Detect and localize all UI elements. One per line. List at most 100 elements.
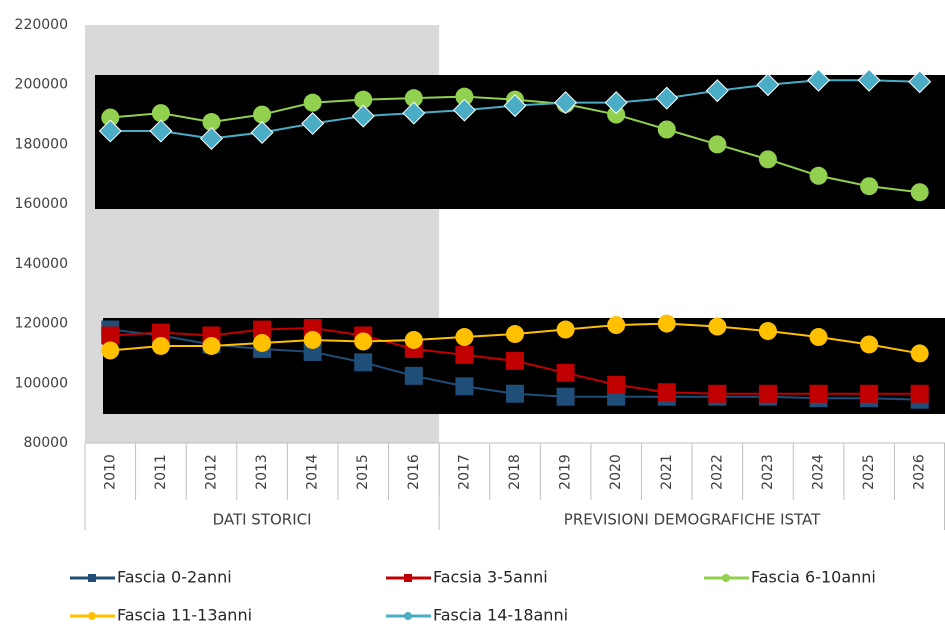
marker (556, 363, 575, 382)
marker (554, 91, 578, 115)
marker (151, 336, 170, 355)
marker (708, 317, 727, 336)
marker (301, 112, 325, 136)
marker (250, 120, 274, 144)
marker (657, 314, 676, 333)
marker (151, 104, 170, 123)
x-tick-label: 2025 (861, 454, 877, 490)
legend-label: Fascia 0-2anni (117, 568, 232, 587)
marker (452, 98, 476, 122)
marker (506, 351, 524, 370)
marker (807, 68, 831, 92)
marker (809, 384, 828, 403)
marker (101, 108, 120, 127)
marker (607, 375, 626, 394)
marker (404, 612, 412, 620)
marker (604, 91, 628, 115)
marker (657, 383, 676, 402)
marker (722, 574, 730, 582)
marker (860, 177, 879, 196)
x-tick-label: 2010 (102, 454, 118, 490)
marker (404, 330, 423, 349)
marker (758, 384, 777, 403)
marker (908, 70, 932, 94)
marker (404, 574, 412, 582)
marker (303, 93, 322, 112)
marker (101, 341, 120, 360)
legend-label: Facsia 3-5anni (433, 568, 548, 587)
y-tick-label: 140000 (15, 256, 68, 272)
marker (88, 574, 96, 582)
marker (758, 150, 777, 169)
y-tick-label: 180000 (15, 136, 68, 152)
marker (354, 90, 373, 109)
marker (655, 86, 679, 110)
marker (657, 120, 676, 139)
marker (756, 73, 780, 97)
marker (607, 105, 626, 124)
marker (202, 336, 221, 355)
group-label: DATI STORICI (213, 511, 312, 529)
marker (860, 335, 879, 354)
marker (303, 330, 322, 349)
x-tick-label: 2015 (355, 454, 371, 490)
x-tick-label: 2021 (659, 454, 675, 490)
marker (253, 105, 272, 124)
x-tick-label: 2026 (912, 454, 928, 490)
marker (253, 333, 272, 352)
marker (607, 316, 626, 335)
marker (151, 323, 170, 342)
y-tick-label: 160000 (15, 196, 68, 212)
y-tick-label: 120000 (15, 316, 68, 332)
x-tick-label: 2011 (153, 454, 169, 490)
x-tick-label: 2019 (558, 454, 574, 490)
x-tick-label: 2012 (203, 454, 219, 490)
x-tick-label: 2022 (709, 454, 725, 490)
marker (455, 377, 474, 396)
marker (404, 366, 423, 385)
marker (758, 322, 777, 341)
marker (708, 384, 727, 403)
x-tick-label: 2013 (254, 454, 270, 490)
x-tick-label: 2018 (507, 454, 523, 490)
marker (910, 344, 929, 363)
marker (910, 183, 929, 202)
marker (455, 345, 474, 364)
x-tick-label: 2023 (760, 454, 776, 490)
marker (455, 87, 474, 106)
marker (705, 79, 729, 103)
marker (354, 353, 373, 372)
marker (351, 104, 375, 128)
marker (253, 320, 272, 339)
marker (88, 612, 96, 620)
marker (98, 119, 122, 143)
legend-label: Fascia 14-18anni (433, 606, 568, 625)
marker (404, 89, 423, 108)
marker (809, 328, 828, 347)
marker (857, 68, 881, 92)
x-tick-label: 2017 (456, 454, 472, 490)
group-label: PREVISIONI DEMOGRAFICHE ISTAT (564, 511, 821, 529)
marker (202, 113, 221, 132)
marker (506, 384, 524, 403)
y-tick-label: 220000 (15, 17, 68, 33)
x-tick-label: 2024 (811, 454, 827, 490)
y-tick-label: 200000 (15, 77, 68, 93)
marker (506, 325, 524, 344)
marker (402, 101, 426, 125)
y-tick-label: 100000 (15, 375, 68, 391)
marker (860, 384, 879, 403)
legend-label: Fascia 11-13anni (117, 606, 252, 625)
marker (708, 135, 727, 154)
marker (199, 126, 223, 150)
marker (101, 326, 120, 345)
legend-label: Fascia 6-10anni (751, 568, 876, 587)
marker (556, 387, 575, 406)
y-tick-label: 80000 (23, 435, 68, 451)
marker (503, 94, 527, 118)
marker (910, 384, 929, 403)
marker (455, 328, 474, 347)
marker (149, 119, 173, 143)
marker (556, 320, 575, 339)
